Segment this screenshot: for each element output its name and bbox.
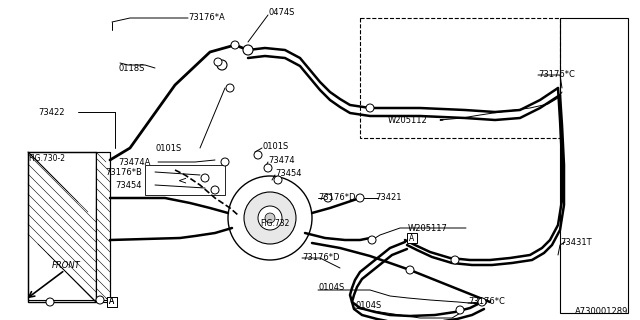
Text: 0474S: 0474S [268,7,294,17]
Circle shape [456,306,464,314]
Bar [407,233,417,243]
Text: A730001289: A730001289 [575,308,628,316]
Circle shape [214,58,222,66]
Bar [28,152,110,300]
Text: <: < [178,175,188,185]
Text: 73176*B: 73176*B [105,167,142,177]
Bar [96,152,110,302]
Circle shape [265,213,275,223]
Circle shape [366,104,374,112]
Circle shape [211,186,219,194]
Circle shape [254,151,262,159]
Circle shape [451,256,459,264]
Bar [107,297,117,307]
Text: 73474: 73474 [268,156,294,164]
Bar [28,152,96,302]
Text: 0104S: 0104S [318,284,344,292]
Text: 73454: 73454 [115,180,141,189]
Text: A: A [109,298,115,307]
Circle shape [231,41,239,49]
Text: 73176*D: 73176*D [318,193,355,202]
Circle shape [324,194,332,202]
Text: 73176*D: 73176*D [302,253,339,262]
Text: 0104S: 0104S [355,301,381,310]
Text: 73431T: 73431T [560,237,591,246]
Circle shape [217,60,227,70]
Circle shape [244,192,296,244]
Bar [145,165,225,195]
Text: 73176*C: 73176*C [538,69,575,78]
Circle shape [243,45,253,55]
Text: 73176*C: 73176*C [468,298,505,307]
Circle shape [356,194,364,202]
Text: 73474A: 73474A [118,157,150,166]
Text: FRONT: FRONT [52,261,81,270]
Text: 73421: 73421 [375,193,401,202]
Text: 73454: 73454 [275,169,301,178]
Circle shape [264,164,272,172]
Text: A: A [410,234,415,243]
Bar [107,297,117,307]
Text: FIG.730-2: FIG.730-2 [28,154,65,163]
Bar [560,18,628,313]
Text: 73176*A: 73176*A [188,12,225,21]
Text: 0101S: 0101S [262,141,288,150]
Text: 73422: 73422 [38,108,65,116]
Text: A: A [109,298,115,307]
Text: 0101S: 0101S [155,143,181,153]
Circle shape [406,266,414,274]
Circle shape [221,158,229,166]
Text: FIG.732: FIG.732 [260,219,290,228]
Circle shape [96,296,104,304]
Circle shape [274,176,282,184]
Circle shape [258,206,282,230]
Circle shape [478,298,486,306]
Circle shape [46,298,54,306]
Circle shape [201,174,209,182]
Text: 0118S: 0118S [118,63,145,73]
Circle shape [226,84,234,92]
Text: W205112: W205112 [388,116,428,124]
Bar [360,18,560,138]
Circle shape [228,176,312,260]
Circle shape [368,236,376,244]
Text: W205117: W205117 [408,223,448,233]
